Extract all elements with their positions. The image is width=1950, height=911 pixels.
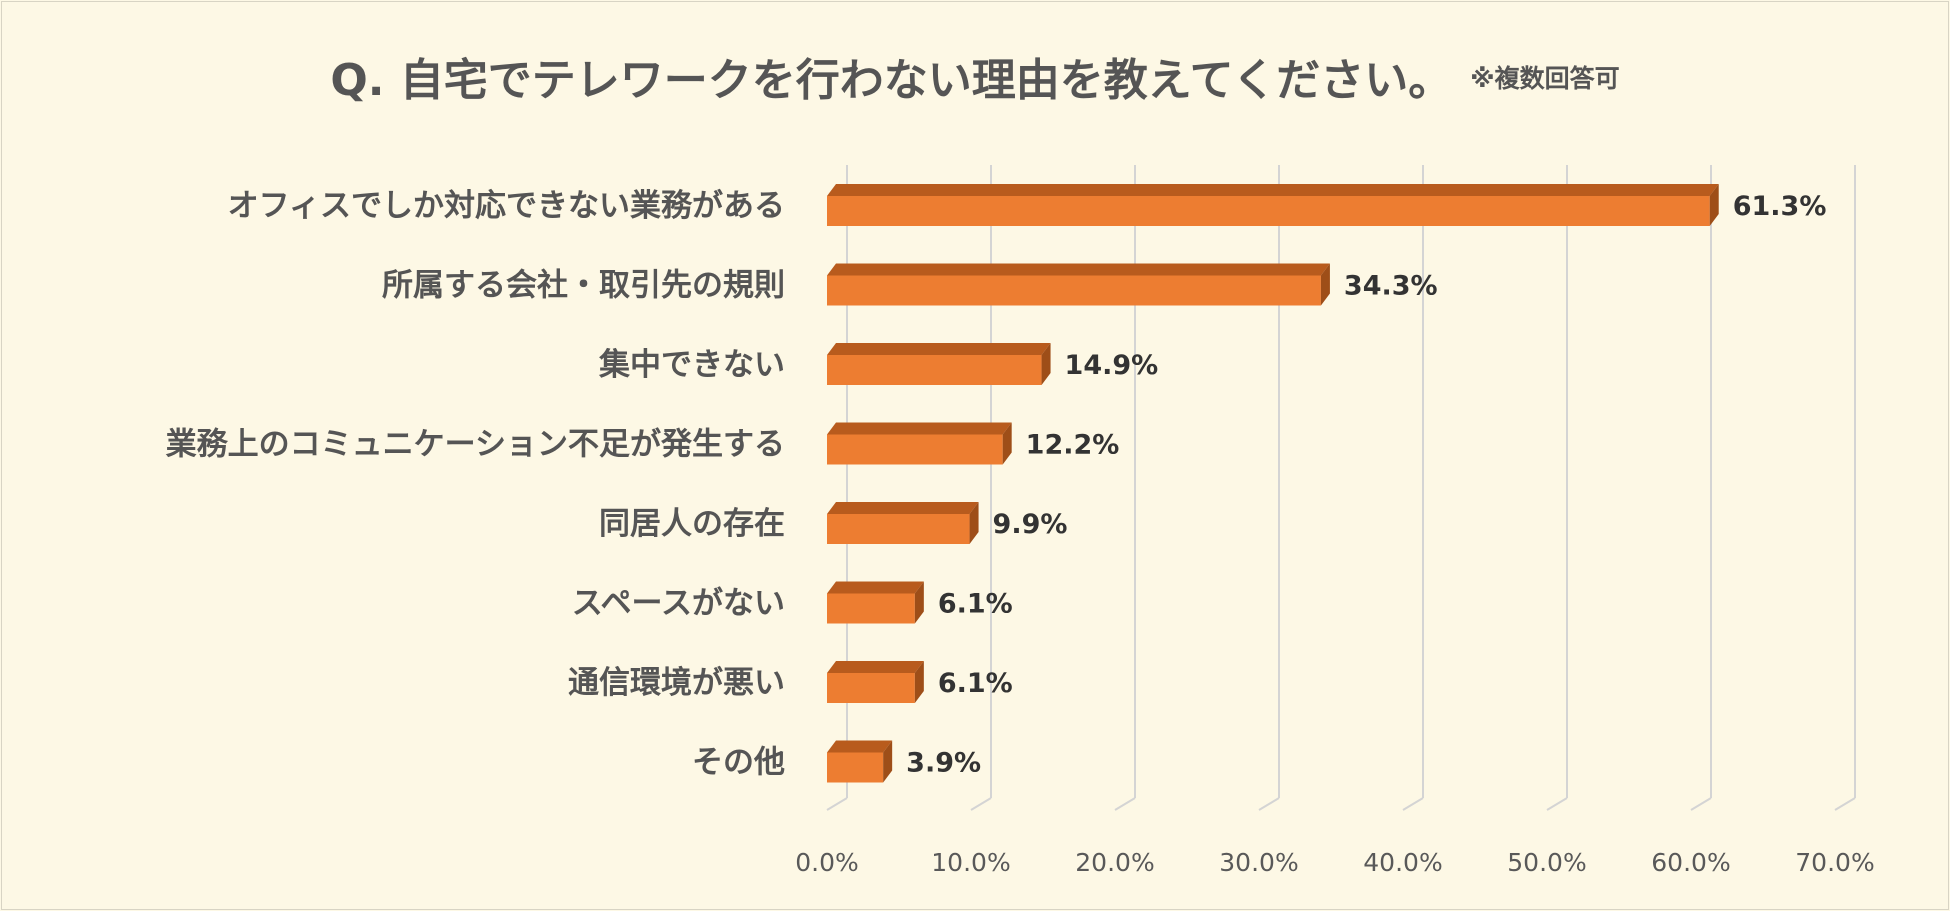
category-label: スペースがない bbox=[572, 586, 785, 622]
bar-top-face bbox=[827, 343, 1051, 355]
x-axis-tick-labels: 0.0% 10.0% 20.0% 30.0% 40.0% 50.0% 60.0% 70.0% bbox=[795, 848, 1874, 877]
bar-top-face bbox=[827, 184, 1719, 196]
x-tick-label: 30.0% bbox=[1219, 848, 1298, 877]
data-label: 6.1% bbox=[938, 668, 1013, 699]
data-label: 34.3% bbox=[1344, 271, 1438, 302]
bar-top-face bbox=[827, 740, 893, 753]
x-tick-label: 50.0% bbox=[1507, 848, 1586, 877]
data-labels: 61.3% 34.3% 14.9% 12.2% 9.9% 6.1% 6.1% 3.9% bbox=[906, 191, 1826, 779]
bar bbox=[827, 434, 1003, 465]
bar bbox=[827, 514, 970, 544]
data-label: 3.9% bbox=[906, 748, 981, 779]
bar-side-face bbox=[1709, 184, 1719, 226]
bar-side-face bbox=[914, 581, 924, 624]
gridline-floor bbox=[970, 797, 992, 811]
gridlines bbox=[826, 165, 1856, 811]
x-tick-label: 40.0% bbox=[1363, 848, 1442, 877]
data-label: 12.2% bbox=[1026, 430, 1120, 461]
bar-top-face bbox=[827, 581, 924, 594]
chart-title-note: ※複数回答可 bbox=[1470, 64, 1620, 93]
category-labels: オフィスでしか対応できない業務がある所属する会社・取引先の規則集中できない業務上… bbox=[166, 188, 785, 781]
bar-top-face bbox=[827, 502, 979, 514]
x-tick-label: 70.0% bbox=[1795, 848, 1874, 877]
chart-title-text: Q. 自宅でテレワークを行わない理由を教えてください。 bbox=[330, 55, 1453, 106]
data-label: 61.3% bbox=[1733, 191, 1827, 222]
gridline-floor bbox=[1114, 797, 1136, 811]
category-label: 集中できない bbox=[598, 347, 785, 383]
category-label: 所属する会社・取引先の規則 bbox=[382, 268, 785, 304]
bar-top-face bbox=[827, 263, 1330, 276]
gridline-floor bbox=[1402, 797, 1424, 811]
gridline-floor bbox=[1690, 797, 1712, 811]
data-label: 14.9% bbox=[1065, 350, 1159, 381]
bar bbox=[827, 673, 915, 703]
gridline-floor bbox=[1834, 797, 1856, 811]
bar-side-face bbox=[1320, 263, 1330, 306]
x-tick-label: 0.0% bbox=[795, 848, 859, 877]
bar bbox=[827, 355, 1042, 385]
category-label: 通信環境が悪い bbox=[568, 665, 785, 701]
bar bbox=[827, 196, 1710, 226]
data-label: 9.9% bbox=[993, 509, 1068, 540]
bar bbox=[827, 275, 1321, 306]
bar-side-face bbox=[1041, 343, 1051, 385]
x-tick-label: 10.0% bbox=[931, 848, 1010, 877]
bar bbox=[827, 593, 915, 624]
bars bbox=[827, 184, 1719, 783]
bar-side-face bbox=[969, 502, 979, 544]
x-tick-label: 60.0% bbox=[1651, 848, 1730, 877]
gridline-floor bbox=[1258, 797, 1280, 811]
gridline-floor bbox=[826, 797, 848, 811]
category-label: 業務上のコミュニケーション不足が発生する bbox=[166, 427, 785, 463]
category-label: オフィスでしか対応できない業務がある bbox=[228, 188, 785, 224]
bar-side-face bbox=[883, 740, 893, 783]
bar-top-face bbox=[827, 661, 924, 673]
category-label: 同居人の存在 bbox=[599, 506, 785, 542]
gridline-floor bbox=[1546, 797, 1568, 811]
bar-top-face bbox=[827, 422, 1012, 435]
bar-side-face bbox=[1002, 422, 1012, 465]
x-tick-label: 20.0% bbox=[1075, 848, 1154, 877]
bar bbox=[827, 752, 884, 783]
chart-title: Q. 自宅でテレワークを行わない理由を教えてください。 ※複数回答可 bbox=[0, 44, 1950, 108]
bar-side-face bbox=[914, 661, 924, 703]
category-label: その他 bbox=[692, 745, 785, 781]
data-label: 6.1% bbox=[938, 589, 1013, 620]
